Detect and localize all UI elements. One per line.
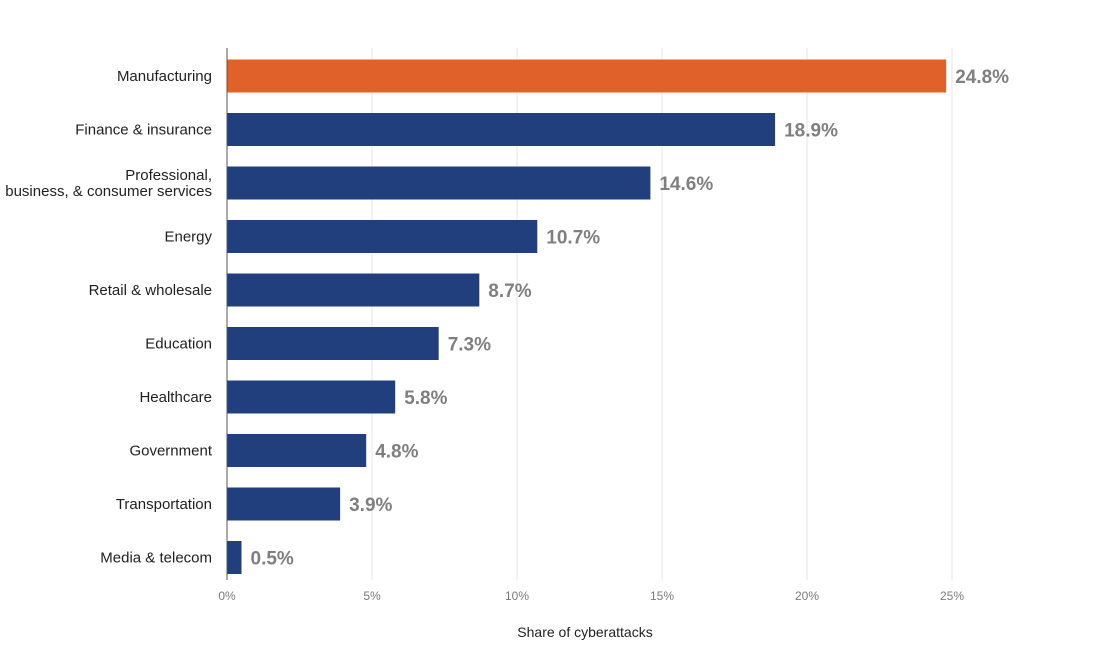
- category-label: Healthcare: [139, 389, 212, 406]
- x-tick-label: 25%: [940, 589, 964, 603]
- category-label: Retail & wholesale: [89, 282, 212, 299]
- bar: [227, 220, 538, 253]
- value-label: 18.9%: [784, 121, 838, 142]
- value-label: 10.7%: [546, 228, 600, 249]
- bar: [227, 59, 947, 93]
- category-label: Finance & insurance: [75, 122, 212, 139]
- value-label: 7.3%: [448, 335, 491, 356]
- bar: [227, 166, 651, 200]
- x-tick-label: 0%: [218, 589, 236, 603]
- value-label: 3.9%: [349, 495, 392, 516]
- value-label: 14.6%: [659, 174, 713, 195]
- bar: [227, 113, 776, 146]
- category-label: Manufacturing: [117, 68, 212, 85]
- x-tick-label: 10%: [505, 589, 529, 603]
- bar: [227, 273, 480, 307]
- bar: [227, 380, 396, 414]
- category-label: Government: [129, 443, 212, 460]
- category-label: Transportation: [116, 496, 212, 513]
- category-label: Energy: [164, 229, 212, 246]
- value-label: 4.8%: [375, 442, 418, 463]
- category-label: Professional, business, & consumer servic…: [5, 167, 212, 200]
- bar: [227, 541, 242, 574]
- labels: 0% 5% 10% 15% 20% 25% Manufacturing 24.8% Financ…: [5, 67, 1009, 603]
- value-label: 5.8%: [404, 388, 447, 409]
- bar: [227, 434, 367, 467]
- bars: [227, 59, 947, 574]
- x-tick-label: 20%: [795, 589, 819, 603]
- category-label: Education: [145, 336, 212, 353]
- bar: [227, 327, 439, 360]
- x-axis-title: Share of cyberattacks: [517, 624, 652, 640]
- bar: [227, 487, 341, 521]
- value-label: 8.7%: [488, 281, 531, 302]
- x-tick-label: 5%: [363, 589, 381, 603]
- value-label: 24.8%: [955, 67, 1009, 88]
- value-label: 0.5%: [251, 549, 294, 570]
- x-tick-label: 15%: [650, 589, 674, 603]
- category-label: Media & telecom: [100, 550, 212, 567]
